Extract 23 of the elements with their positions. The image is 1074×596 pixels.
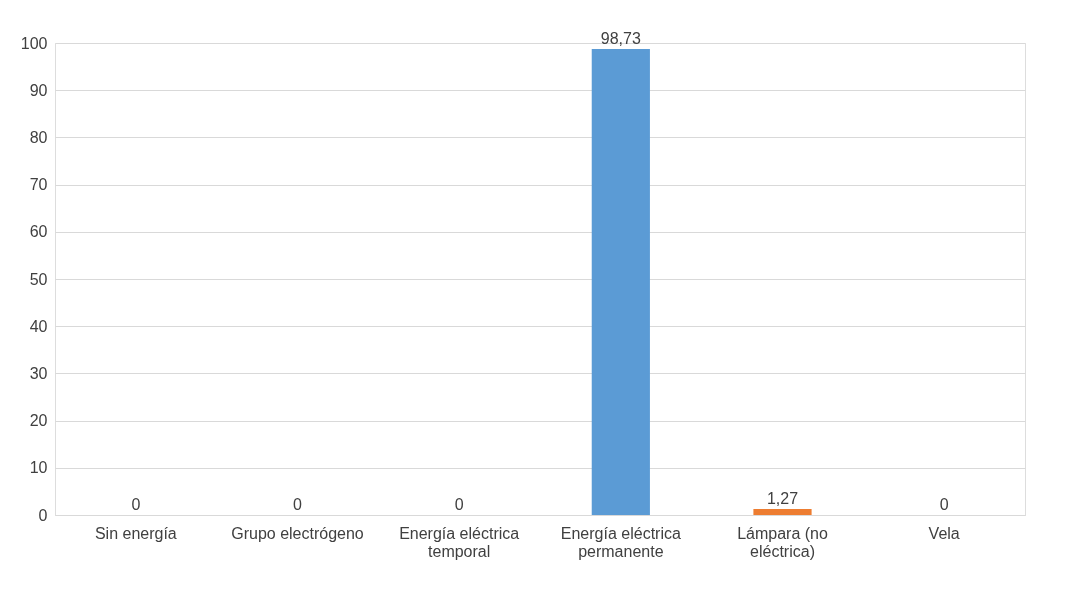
y-tick-label: 90 xyxy=(29,81,48,99)
x-tick-label: Grupo electrógeno xyxy=(231,524,364,542)
y-tick-label: 60 xyxy=(29,223,48,241)
y-tick-label: 0 xyxy=(38,506,48,524)
y-tick-label: 30 xyxy=(29,364,48,382)
x-tick-label: Energía eléctrica temporal xyxy=(399,524,520,560)
x-tick-label: Vela xyxy=(928,524,960,542)
y-tick-label: 100 xyxy=(20,34,48,52)
y-tick-label: 70 xyxy=(29,176,48,194)
y-tick-label: 50 xyxy=(29,270,48,288)
y-tick-label: 20 xyxy=(29,412,48,430)
x-tick-label: Sin energía xyxy=(94,524,177,542)
data-label: 0 xyxy=(939,496,949,513)
y-tick-label: 10 xyxy=(29,459,48,477)
data-label: 0 xyxy=(454,496,464,513)
data-label: 1,27 xyxy=(766,490,799,508)
y-tick-label: 80 xyxy=(29,128,48,146)
data-label: 0 xyxy=(293,496,303,513)
data-label: 98,73 xyxy=(600,29,641,47)
x-tick-label: Lámpara (no eléctrica) xyxy=(737,524,828,560)
x-tick-label: Energía eléctrica permanente xyxy=(560,524,681,560)
y-tick-label: 40 xyxy=(29,317,48,335)
data-label: 0 xyxy=(131,496,141,513)
